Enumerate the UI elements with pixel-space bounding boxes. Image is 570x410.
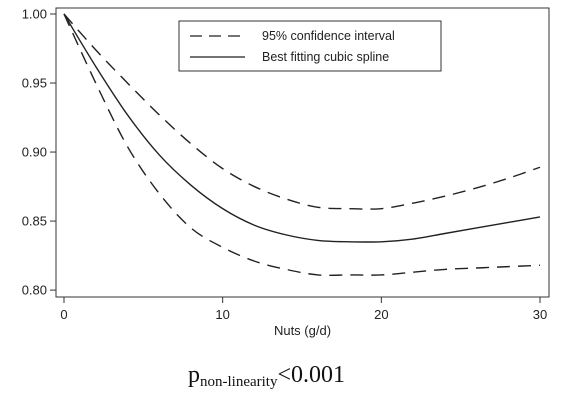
y-tick-label: 0.90 bbox=[22, 145, 47, 160]
ci-line-upper bbox=[63, 13, 541, 210]
x-tick-label: 0 bbox=[60, 307, 67, 322]
p-symbol: p bbox=[188, 362, 200, 388]
p-value: <0.001 bbox=[277, 362, 346, 388]
legend-box bbox=[178, 20, 442, 72]
x-axis-label: Nuts (g/d) bbox=[274, 323, 331, 338]
x-tick-label: 20 bbox=[374, 307, 388, 322]
x-tick-label: 10 bbox=[215, 307, 229, 322]
p-value-annotation: pnon-linearity<0.001 bbox=[188, 362, 346, 390]
spline-chart: 0 10 20 30 0.80 0.85 0.90 0.95 1.00 Nuts (g/d) 95… bbox=[22, 7, 550, 338]
spline-line bbox=[63, 13, 541, 243]
series-layer bbox=[63, 13, 541, 277]
y-tick-label: 1.00 bbox=[22, 7, 47, 22]
p-subscript: non-linearity bbox=[200, 374, 278, 390]
y-tick-label: 0.85 bbox=[22, 214, 47, 229]
axes: 0 10 20 30 0.80 0.85 0.90 0.95 1.00 Nuts (g/d) bbox=[22, 7, 550, 338]
ci-line-lower bbox=[63, 13, 541, 277]
x-tick-label: 30 bbox=[533, 307, 547, 322]
legend-label-ci: 95% confidence interval bbox=[262, 29, 395, 43]
y-tick-label: 0.95 bbox=[22, 76, 47, 91]
legend: 95% confidence interval Best fitting cub… bbox=[178, 20, 442, 72]
legend-label-spline: Best fitting cubic spline bbox=[262, 50, 389, 64]
y-tick-label: 0.80 bbox=[22, 283, 47, 298]
